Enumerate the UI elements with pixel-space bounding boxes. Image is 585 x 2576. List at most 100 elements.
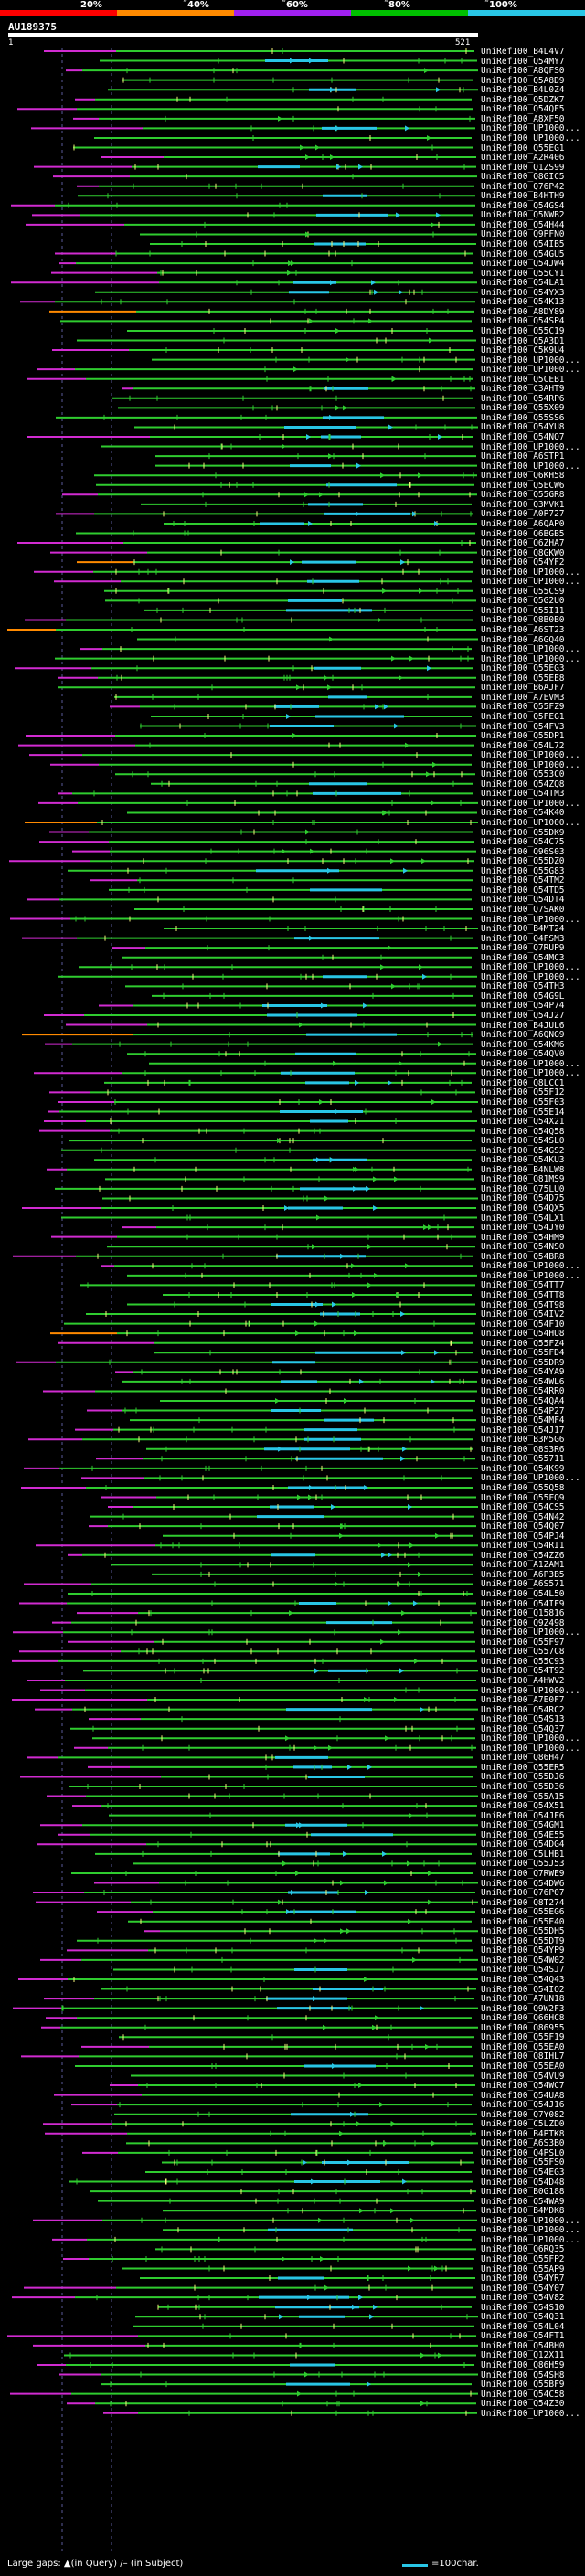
hit-label[interactable]: UniRef100_UP1000... (481, 971, 580, 982)
hit-label[interactable]: UniRef100_Q9PFN0 (481, 229, 565, 240)
hit-label[interactable]: UniRef100_UP1000... (481, 1733, 580, 1744)
hit-label[interactable]: UniRef100_Q6KH58 (481, 471, 565, 482)
hit-label[interactable]: UniRef100_Q54GU5 (481, 249, 565, 260)
hit-label[interactable]: UniRef100_Q55CS9 (481, 586, 565, 597)
hit-label[interactable]: UniRef100_Q54C75 (481, 837, 565, 848)
hit-label[interactable]: UniRef100_UP1000... (481, 365, 580, 376)
hit-label[interactable]: UniRef100_UP1000... (481, 461, 580, 472)
hit-label[interactable]: UniRef100_Q4PSL0 (481, 2147, 565, 2158)
hit-label[interactable]: UniRef100_A7E0F7 (481, 1695, 565, 1706)
hit-label[interactable]: UniRef100_Q54IV2 (481, 1309, 565, 1320)
hit-label[interactable]: UniRef100_Q8LCC1 (481, 1077, 565, 1088)
hit-label[interactable]: UniRef100_Q55C19 (481, 325, 565, 336)
hit-label[interactable]: UniRef100_Q55DT9 (481, 1935, 565, 1946)
hit-label[interactable]: UniRef100_Q54L72 (481, 740, 565, 751)
hit-label[interactable]: UniRef100_Q86H47 (481, 1753, 565, 1764)
hit-label[interactable]: UniRef100_UP1000... (481, 1058, 580, 1069)
hit-label[interactable]: UniRef100_Q54P74 (481, 1001, 565, 1012)
hit-label[interactable]: UniRef100_UP1000... (481, 914, 580, 925)
hit-label[interactable]: UniRef100_Q4FSM3 (481, 933, 565, 944)
hit-label[interactable]: UniRef100_Q55E14 (481, 1107, 565, 1118)
hit-label[interactable]: UniRef100_Q9W2F3 (481, 2003, 565, 2014)
hit-label[interactable]: UniRef100_Q54J27 (481, 1011, 565, 1021)
hit-label[interactable]: UniRef100_Q54RI1 (481, 1541, 565, 1552)
hit-label[interactable]: UniRef100_Q54SH8 (481, 2369, 565, 2380)
hit-label[interactable]: UniRef100_Q5CEB1 (481, 374, 565, 385)
hit-label[interactable]: UniRef100_Q54TD5 (481, 885, 565, 896)
hit-label[interactable]: UniRef100_Q55DJ6 (481, 1772, 565, 1783)
hit-label[interactable]: UniRef100_Q8S3R6 (481, 1444, 565, 1455)
hit-label[interactable]: UniRef100_Q55FQ9 (481, 1492, 565, 1503)
hit-label[interactable]: UniRef100_Q54Q43 (481, 1975, 565, 1985)
hit-label[interactable]: UniRef100_UP1000... (481, 798, 580, 809)
hit-label[interactable]: UniRef100_UP1000... (481, 818, 580, 828)
hit-label[interactable]: UniRef100_Q54ZQ8 (481, 779, 565, 790)
hit-label[interactable]: UniRef100_A6P3B5 (481, 1569, 565, 1580)
hit-label[interactable]: UniRef100_Q55DZ0 (481, 856, 565, 867)
hit-label[interactable]: UniRef100_Q54Q07 (481, 1521, 565, 1532)
hit-label[interactable]: UniRef100_Q54X51 (481, 1801, 565, 1812)
hit-label[interactable]: UniRef100_Q54S10 (481, 2302, 565, 2313)
hit-label[interactable]: UniRef100_Q54C58 (481, 2389, 565, 2400)
hit-label[interactable]: UniRef100_Q54YU8 (481, 422, 565, 433)
hit-label[interactable]: UniRef100_C3AHT9 (481, 384, 565, 395)
hit-label[interactable]: UniRef100_A6QNG9 (481, 1030, 565, 1041)
hit-label[interactable]: UniRef100_B4MDK8 (481, 2206, 565, 2217)
hit-label[interactable]: UniRef100_Q54QA4 (481, 1396, 565, 1406)
hit-label[interactable]: UniRef100_Q55EE8 (481, 673, 565, 684)
hit-label[interactable]: UniRef100_Q7SAK0 (481, 904, 565, 915)
hit-label[interactable]: UniRef100_UP1000... (481, 1685, 580, 1696)
hit-label[interactable]: UniRef100_Q55FZ4 (481, 1338, 565, 1349)
hit-label[interactable]: UniRef100_Q54L50 (481, 1589, 565, 1599)
hit-label[interactable]: UniRef100_Q55FP2 (481, 2253, 565, 2264)
hit-label[interactable]: UniRef100_Q55DP1 (481, 731, 565, 742)
hit-label[interactable]: UniRef100_UP1000... (481, 1473, 580, 1484)
hit-label[interactable]: UniRef100_Q54UA8 (481, 2090, 565, 2101)
hit-label[interactable]: UniRef100_Q5FEG1 (481, 711, 565, 722)
hit-label[interactable]: UniRef100_C5LZD0 (481, 2119, 565, 2130)
hit-label[interactable]: UniRef100_Q54JF6 (481, 1810, 565, 1821)
hit-label[interactable]: UniRef100_Q55F97 (481, 1637, 565, 1648)
hit-label[interactable]: UniRef100_Q54LX1 (481, 1213, 565, 1224)
hit-label[interactable]: UniRef100_A8XF50 (481, 113, 565, 124)
hit-label[interactable]: UniRef100_Q5A8D9 (481, 75, 565, 86)
hit-label[interactable]: UniRef100_Q55EG1 (481, 143, 565, 154)
hit-label[interactable]: UniRef100_Q5NWB2 (481, 210, 565, 221)
hit-label[interactable]: UniRef100_Q5A3D1 (481, 335, 565, 346)
hit-label[interactable]: UniRef100_Q55FD4 (481, 1348, 565, 1359)
hit-label[interactable]: UniRef100_Q54RR0 (481, 1386, 565, 1397)
hit-label[interactable]: UniRef100_Q54K13 (481, 297, 565, 308)
hit-label[interactable]: UniRef100_Q75LU0 (481, 1183, 565, 1194)
hit-label[interactable]: UniRef100_Q54TM3 (481, 789, 565, 800)
hit-label[interactable]: UniRef100_Q54F10 (481, 1319, 565, 1330)
hit-label[interactable]: UniRef100_Q54IB5 (481, 239, 565, 249)
hit-label[interactable]: UniRef100_Q96S03 (481, 846, 565, 857)
hit-label[interactable]: UniRef100_A6S571 (481, 1579, 565, 1590)
hit-label[interactable]: UniRef100_Q8GKW0 (481, 547, 565, 558)
hit-label[interactable]: UniRef100_Q54NQ7 (481, 432, 565, 442)
hit-label[interactable]: UniRef100_A6GQ40 (481, 634, 565, 645)
hit-label[interactable]: UniRef100_Q54FT1 (481, 2331, 565, 2342)
hit-label[interactable]: UniRef100_Q54IF9 (481, 1598, 565, 1609)
hit-label[interactable]: UniRef100_Q55F03 (481, 1097, 565, 1108)
hit-label[interactable]: UniRef100_Q54L04 (481, 2321, 565, 2332)
hit-label[interactable]: UniRef100_Q86955 (481, 2022, 565, 2033)
hit-label[interactable]: UniRef100_Q55DH5 (481, 1926, 565, 1937)
hit-label[interactable]: UniRef100_Q76P07 (481, 1888, 565, 1899)
hit-label[interactable]: UniRef100_Q54S13 (481, 1714, 565, 1725)
hit-label[interactable]: UniRef100_A6S3B0 (481, 2138, 565, 2149)
hit-label[interactable]: UniRef100_Q54YF2 (481, 557, 565, 568)
hit-label[interactable]: UniRef100_B4MT24 (481, 924, 565, 935)
hit-label[interactable]: UniRef100_A7UN18 (481, 1994, 565, 2005)
hit-label[interactable]: UniRef100_Q66HC8 (481, 2013, 565, 2024)
hit-label[interactable]: UniRef100_UP1000... (481, 1743, 580, 1754)
hit-label[interactable]: UniRef100_Q5DZK7 (481, 94, 565, 105)
hit-label[interactable]: UniRef100_Q54V82 (481, 2293, 565, 2304)
hit-label[interactable]: UniRef100_Q54RP6 (481, 393, 565, 404)
hit-label[interactable]: UniRef100_Q6BGB5 (481, 528, 565, 539)
hit-label[interactable]: UniRef100_Q12X11 (481, 2350, 565, 2361)
hit-label[interactable]: UniRef100_Q54DW6 (481, 1878, 565, 1889)
hit-label[interactable]: UniRef100_A8DY89 (481, 306, 565, 317)
hit-label[interactable]: UniRef100_Q54Y07 (481, 2283, 565, 2294)
hit-label[interactable]: UniRef100_Q54TT7 (481, 1280, 565, 1291)
